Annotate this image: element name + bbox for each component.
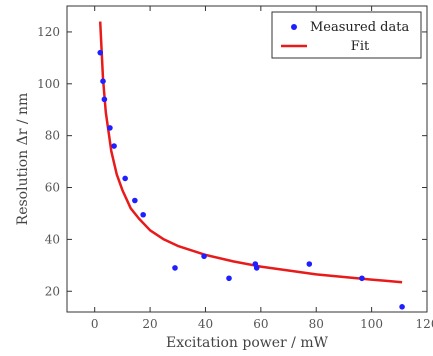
measured-data-point (111, 143, 117, 149)
x-tick-label: 20 (142, 317, 157, 331)
y-tick-label: 100 (37, 77, 60, 91)
measured-data-point (97, 49, 104, 56)
measured-data-point (253, 265, 260, 271)
x-tick-label: 80 (309, 317, 324, 331)
y-axis-title: Resolution Δr / nm (15, 93, 31, 226)
measured-data-point (172, 265, 178, 271)
measured-data-point (201, 253, 207, 260)
plot-marks (97, 21, 405, 310)
measured-data-point (359, 275, 365, 282)
measured-data-point (140, 211, 146, 218)
x-axis-title: Excitation power / mW (166, 335, 329, 351)
measured-data-point (306, 261, 313, 267)
x-tick-label: 40 (198, 317, 213, 331)
y-tick-label: 60 (45, 181, 60, 195)
measured-data-point (226, 275, 232, 282)
legend-label-measured: Measured data (310, 20, 409, 35)
x-tick-label: 120 (416, 317, 433, 331)
y-tick-label: 20 (45, 284, 60, 298)
fit-line (98, 21, 403, 284)
measured-data-point (122, 175, 128, 182)
measured-data-point (100, 78, 106, 85)
y-tick-label: 80 (45, 129, 60, 143)
measured-data-point (107, 125, 113, 131)
measured-data-point (132, 197, 138, 204)
x-tick-label: 0 (91, 317, 99, 331)
legend-box (271, 11, 422, 59)
legend-label-fit: Fit (351, 39, 370, 54)
axis-ticks: 0 20 40 60 80 100 120 20 40 60 80 100 120 (37, 6, 433, 331)
legend: Measured data Fit (271, 11, 422, 59)
measured-data-point (399, 304, 405, 310)
legend-marker-measured (291, 24, 297, 30)
x-tick-label: 60 (253, 317, 268, 331)
measured-data-point (101, 96, 108, 103)
y-tick-label: 40 (45, 232, 60, 246)
y-tick-label: 120 (37, 25, 60, 39)
x-tick-label: 100 (360, 317, 383, 331)
